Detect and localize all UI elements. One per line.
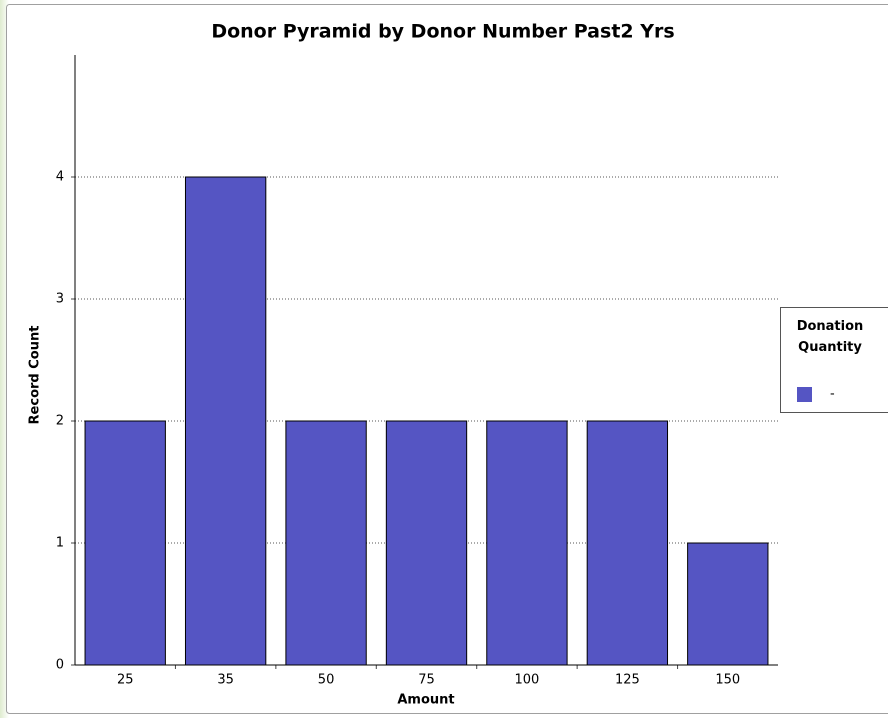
bar [84,420,166,666]
bar [687,542,769,666]
bar [184,176,267,666]
chart-title: Donor Pyramid by Donor Number Past2 Yrs [211,21,674,43]
bar [486,420,568,666]
x-tick-label: 75 [418,673,435,688]
x-tick-label: 35 [217,673,234,688]
bar [586,420,669,666]
x-tick-label: 50 [318,673,335,688]
x-tick-label: 125 [615,673,640,688]
legend-swatch [797,387,812,402]
y-tick-label: 2 [56,414,64,429]
y-tick-label: 1 [56,536,64,551]
bar [285,420,367,666]
legend-label: - [830,387,835,402]
x-tick-label: 150 [715,673,740,688]
x-axis-label: Amount [397,693,454,708]
x-tick-label: 25 [117,673,134,688]
y-tick-label: 4 [56,170,64,185]
x-tick-label: 100 [515,673,540,688]
y-axis-label: Record Count [28,326,43,425]
y-tick-label: 0 [56,658,64,673]
legend-title: Donation Quantity [796,319,864,355]
bar [385,420,468,666]
y-tick-label: 3 [56,292,64,307]
